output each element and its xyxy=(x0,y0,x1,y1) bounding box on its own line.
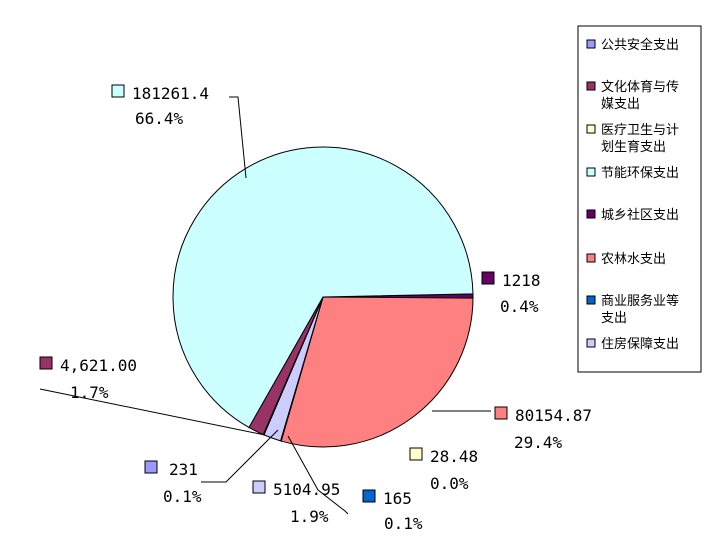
data-label-swatch xyxy=(252,480,266,494)
data-label-value: 4,621.00 xyxy=(60,356,137,375)
legend-swatch xyxy=(586,338,596,348)
legend-label: 农林水支出 xyxy=(601,252,666,267)
data-label-swatch xyxy=(39,356,53,370)
data-label-swatch xyxy=(111,84,125,98)
data-label-percent: 0.4% xyxy=(500,297,539,316)
pie-slice xyxy=(280,296,474,448)
data-label-swatch xyxy=(144,460,158,474)
data-label-swatch xyxy=(494,406,508,420)
legend-label: 商业服务业等支出 xyxy=(601,293,679,326)
legend-label: 住房保障支出 xyxy=(601,336,679,352)
data-label-swatch xyxy=(481,271,495,285)
data-label-value: 231 xyxy=(169,460,198,479)
legend-label: 公共安全支出 xyxy=(601,37,679,53)
data-label-value: 80154.87 xyxy=(515,406,592,425)
pie-slice xyxy=(172,146,474,429)
data-label-value: 1218 xyxy=(502,271,541,290)
leader-lines xyxy=(39,96,491,515)
data-label-swatch xyxy=(409,447,423,461)
legend-swatch xyxy=(586,124,596,134)
leader-line xyxy=(201,429,279,483)
leader-line xyxy=(229,96,247,179)
data-label-value: 181261.4 xyxy=(132,84,209,103)
legend-label: 城乡社区支出 xyxy=(601,207,679,223)
data-labels: 231 0.1% 4,621.00 1.7% 28.48 0.0% 181261.4 66.4… xyxy=(39,84,592,533)
pie-slices xyxy=(172,146,474,448)
legend-label: 文化体育与传媒支出 xyxy=(601,79,679,112)
data-label-value: 28.48 xyxy=(430,447,478,466)
legend-box xyxy=(577,25,702,373)
legend-swatch xyxy=(586,167,596,177)
data-label-percent: 66.4% xyxy=(135,109,184,128)
data-label-percent: 29.4% xyxy=(514,433,563,452)
legend-swatch xyxy=(586,295,596,305)
legend-swatch xyxy=(586,253,596,263)
data-label-value: 5104.95 xyxy=(273,480,340,499)
data-label-percent: 0.1% xyxy=(163,487,202,506)
legend-label: 医疗卫生与计划生育支出 xyxy=(601,123,679,155)
data-label-percent: 0.1% xyxy=(384,514,423,533)
data-label-percent: 1.9% xyxy=(290,507,329,526)
data-label-swatch xyxy=(362,489,376,503)
legend-swatch xyxy=(586,81,596,91)
legend-label: 节能环保支出 xyxy=(601,166,679,181)
legend: 公共安全支出文化体育与传媒支出医疗卫生与计划生育支出节能环保支出城乡社区支出农林… xyxy=(577,25,702,373)
data-label-value: 165 xyxy=(383,489,412,508)
legend-swatch xyxy=(586,39,596,49)
leader-line xyxy=(287,435,349,515)
legend-swatch xyxy=(586,209,596,219)
data-label-percent: 0.0% xyxy=(430,474,469,493)
data-label-percent: 1.7% xyxy=(70,383,109,402)
leader-line xyxy=(39,388,266,436)
